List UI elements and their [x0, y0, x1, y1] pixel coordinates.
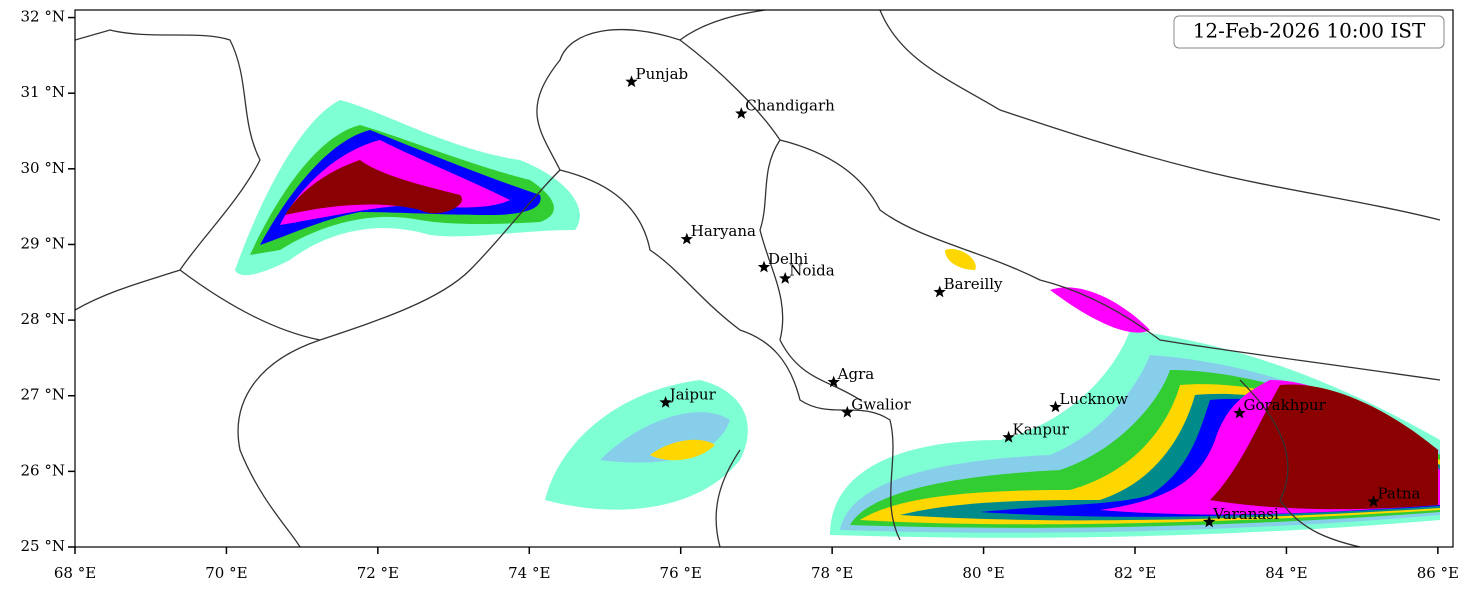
- city-marker: [1233, 406, 1246, 419]
- city-label: Chandigarh: [745, 97, 835, 115]
- city-label: Gwalior: [851, 395, 911, 413]
- borders: [75, 10, 1441, 547]
- y-tick-label: 30 °N: [21, 159, 65, 177]
- x-tick-label: 80 °E: [962, 564, 1004, 582]
- city-label: Varanasi: [1212, 505, 1279, 523]
- x-tick-label: 76 °E: [660, 564, 702, 582]
- x-tick-label: 72 °E: [357, 564, 399, 582]
- x-tick-label: 78 °E: [811, 564, 853, 582]
- city-marker: [659, 396, 672, 408]
- x-tick-label: 68 °E: [54, 564, 96, 582]
- city-label: Delhi: [768, 250, 808, 268]
- y-tick-label: 31 °N: [21, 83, 65, 101]
- precipitation: [235, 100, 1440, 538]
- x-tick-label: 84 °E: [1265, 564, 1307, 582]
- y-tick-label: 28 °N: [21, 310, 65, 328]
- city-marker: [735, 107, 748, 119]
- city-label: Bareilly: [944, 275, 1003, 293]
- city-marker: [1049, 400, 1062, 413]
- city-marker: [933, 285, 946, 298]
- title-box: [1173, 15, 1445, 49]
- city-marker: [757, 260, 771, 273]
- overlay: 68 °E 70 °E 72 °E 74 °E 76 °E 78 °E 80 °E 82 °E…: [21, 8, 1459, 582]
- city-label: Kanpur: [1013, 420, 1070, 438]
- city-label: Lucknow: [1060, 390, 1129, 408]
- city-label: Haryana: [691, 222, 756, 240]
- city-marker: [1203, 515, 1216, 528]
- y-tick-label: 25 °N: [21, 537, 65, 555]
- city-label: Noida: [789, 262, 835, 280]
- city-label: Jaipur: [668, 386, 717, 404]
- city-label: Punjab: [636, 65, 689, 83]
- y-tick-label: 27 °N: [21, 386, 65, 404]
- title: 12-Feb-2026 10:00 IST: [1193, 19, 1426, 43]
- city-marker: [1002, 430, 1015, 443]
- y-tick-label: 32 °N: [21, 8, 65, 26]
- plot-frame: [74, 9, 1454, 548]
- x-tick-label: 70 °E: [205, 564, 247, 582]
- x-tick-label: 86 °E: [1417, 564, 1459, 582]
- city-label: Gorakhpur: [1243, 396, 1326, 414]
- city-marker: [625, 75, 638, 88]
- city-marker: [779, 272, 792, 284]
- city-label: Agra: [837, 365, 875, 383]
- city-label: Patna: [1378, 485, 1421, 503]
- y-tick-label: 26 °N: [21, 461, 65, 479]
- city-marker: [841, 405, 854, 418]
- city-marker: [827, 375, 840, 388]
- city-marker: [1367, 495, 1380, 507]
- city-marker: [680, 232, 693, 245]
- y-tick-label: 29 °N: [21, 234, 65, 252]
- x-tick-label: 74 °E: [508, 564, 550, 582]
- x-tick-label: 82 °E: [1114, 564, 1156, 582]
